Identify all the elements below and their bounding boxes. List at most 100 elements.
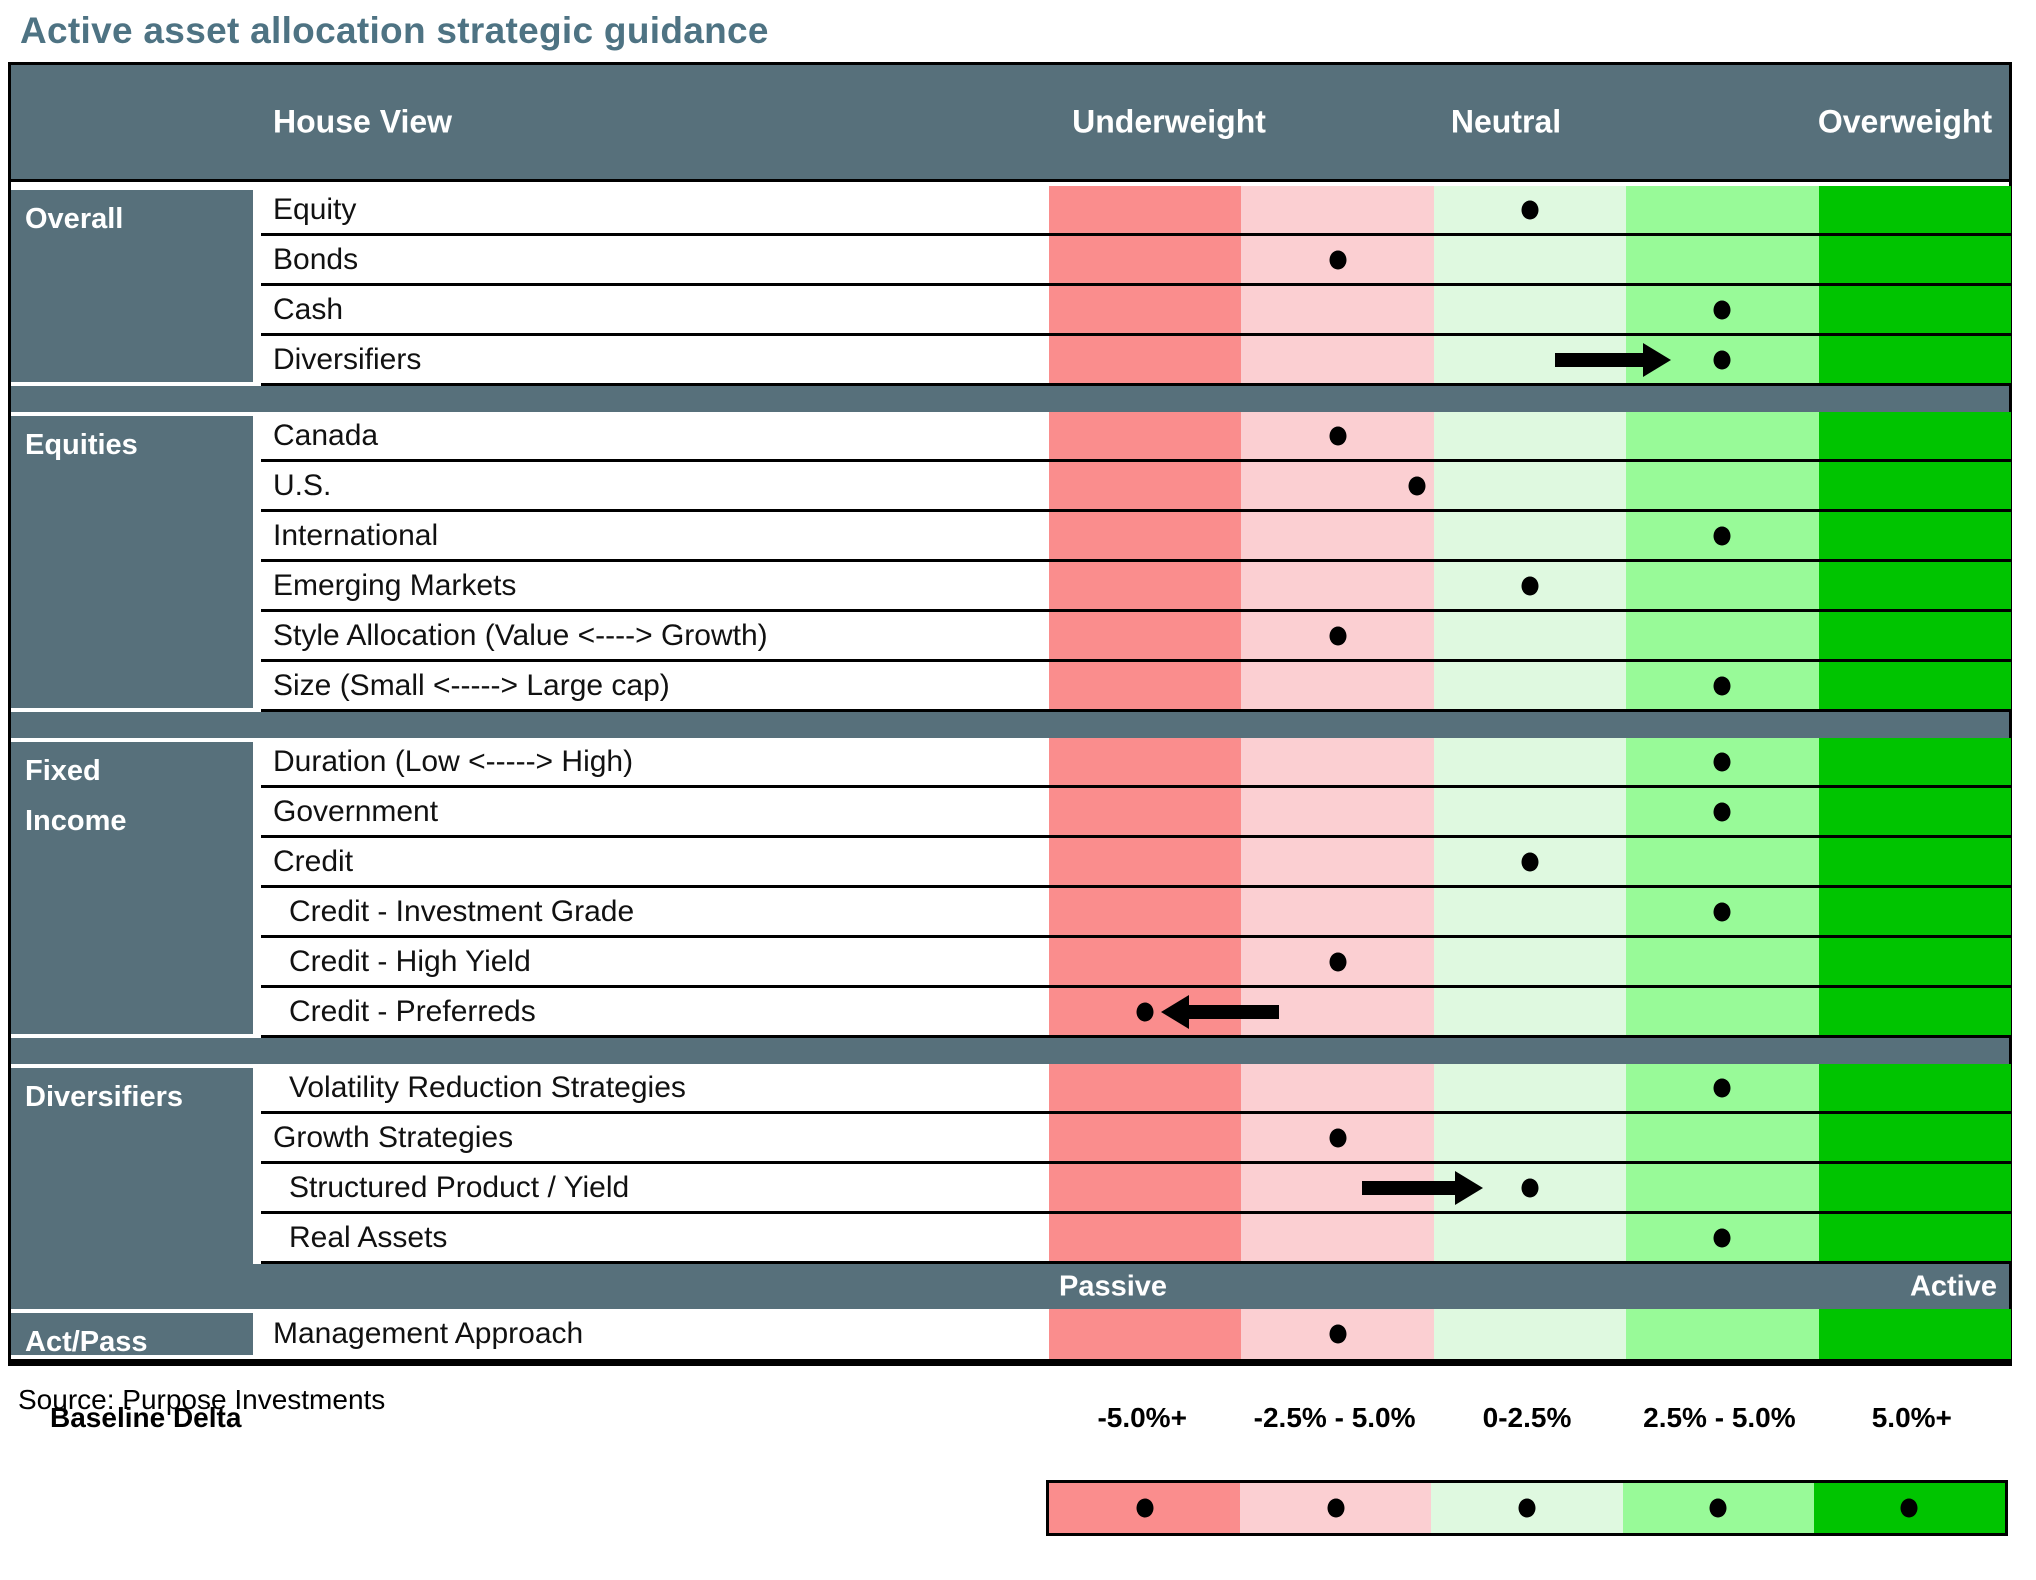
weight-band-scale [1049, 1164, 2012, 1211]
table-body: Overall Equity Bonds Cash Diversifiers Equiti… [11, 186, 2012, 1359]
table-row: Emerging Markets [261, 562, 2012, 612]
band-stripe-4 [1626, 236, 1819, 283]
band-stripe-5 [1818, 888, 2012, 935]
allocation-dot [1521, 852, 1539, 871]
band-stripe-5 [1818, 662, 2012, 709]
band-stripe-4 [1626, 462, 1819, 509]
band-stripe-4 [1626, 1164, 1819, 1211]
band-stripe-1 [1049, 738, 1242, 785]
group-label: Fixed Income [11, 742, 253, 1034]
table-row: Government [261, 788, 2012, 838]
band-stripe-2 [1241, 512, 1434, 559]
table-row: Management Approach [261, 1309, 2012, 1359]
table-row: Style Allocation (Value <----> Growth) [261, 612, 2012, 662]
band-stripe-4 [1626, 562, 1819, 609]
band-stripe-1 [1049, 512, 1242, 559]
row-label: Volatility Reduction Strategies [261, 1064, 1049, 1111]
band-stripe-3 [1433, 286, 1627, 333]
legend-cell [1622, 1483, 1814, 1533]
band-stripe-2 [1241, 562, 1434, 609]
band-stripe-1 [1049, 286, 1242, 333]
group-rows: Equity Bonds Cash Diversifiers [261, 186, 2012, 386]
group-label: Equities [11, 416, 253, 708]
row-label: Size (Small <-----> Large cap) [261, 662, 1049, 709]
legend-range-label: 0-2.5% [1482, 1402, 1572, 1433]
legend-cell [1431, 1483, 1623, 1533]
weight-band-scale [1049, 738, 2012, 785]
legend-title: Baseline Delta [50, 1402, 242, 1433]
table-row: Credit - Preferreds [261, 988, 2012, 1038]
band-stripe-3 [1433, 1114, 1627, 1161]
group-rows: Volatility Reduction Strategies Growth St… [261, 1064, 2012, 1264]
shift-arrow-right [1555, 342, 1672, 377]
band-stripe-1 [1049, 1064, 1242, 1111]
group-label-cell: Equities [11, 412, 261, 712]
allocation-dot [1408, 476, 1426, 495]
weight-band-scale [1049, 186, 2012, 233]
row-label: Credit - High Yield [261, 938, 1049, 985]
group-rows: Canada U.S. International Emerging Markets S… [261, 412, 2012, 712]
allocation-dot [1713, 676, 1731, 695]
weight-band-scale [1049, 236, 2012, 283]
group-block: Equities Canada U.S. International Emerging … [11, 412, 2012, 712]
group-label-cell: Overall [11, 186, 261, 386]
band-stripe-3 [1433, 412, 1627, 459]
header-house-view: House View [273, 103, 453, 140]
table-row: U.S. [261, 462, 2012, 512]
band-stripe-3 [1433, 888, 1627, 935]
legend-cell [1813, 1483, 2006, 1533]
band-stripe-1 [1049, 938, 1242, 985]
table-row: Credit - High Yield [261, 938, 2012, 988]
band-stripe-2 [1241, 286, 1434, 333]
table-row: Bonds [261, 236, 2012, 286]
band-stripe-5 [1818, 1064, 2012, 1111]
group-block: Overall Equity Bonds Cash Diversifiers [11, 186, 2012, 386]
active-label: Active [1909, 1270, 1997, 1302]
column-header-neutral: Neutral [1450, 103, 1562, 140]
weight-band-scale [1049, 1064, 2012, 1111]
allocation-dot [1713, 752, 1731, 771]
band-stripe-3 [1433, 1064, 1627, 1111]
band-stripe-3 [1433, 236, 1627, 283]
arrow-tail [1555, 352, 1644, 367]
allocation-dot [1329, 1324, 1347, 1344]
table-row: Structured Product / Yield [261, 1164, 2012, 1214]
table-row: Growth Strategies [261, 1114, 2012, 1164]
row-label: Equity [261, 186, 1049, 233]
allocation-dot [1713, 902, 1731, 921]
band-stripe-4 [1626, 186, 1819, 233]
band-stripe-3 [1433, 462, 1627, 509]
band-stripe-1 [1049, 336, 1242, 383]
band-stripe-4 [1626, 1309, 1819, 1359]
band-stripe-2 [1241, 662, 1434, 709]
table-row: Diversifiers [261, 336, 2012, 386]
weight-band-scale [1049, 512, 2012, 559]
allocation-table: House View Underweight Neutral Overweigh… [8, 62, 2012, 1366]
source-note: Source: Purpose Investments [18, 1384, 386, 1415]
row-label: Real Assets [261, 1214, 1049, 1261]
band-stripe-2 [1241, 186, 1434, 233]
shift-arrow-left [1160, 994, 1279, 1029]
band-stripe-5 [1818, 512, 2012, 559]
band-stripe-5 [1818, 562, 2012, 609]
band-stripe-2 [1241, 462, 1434, 509]
band-stripe-5 [1818, 788, 2012, 835]
table-row: Equity [261, 186, 2012, 236]
row-label: Bonds [261, 236, 1049, 283]
band-stripe-1 [1049, 662, 1242, 709]
table-row: Size (Small <-----> Large cap) [261, 662, 2012, 712]
legend-range-label: 5.0%+ [1871, 1402, 1952, 1433]
weight-band-scale [1049, 412, 2012, 459]
band-stripe-4 [1626, 938, 1819, 985]
table-row: Duration (Low <-----> High) [261, 738, 2012, 788]
arrow-tail [1361, 1180, 1455, 1195]
group-gap-band [11, 1038, 2009, 1064]
allocation-dot [1329, 626, 1347, 645]
arrow-head [1643, 342, 1672, 377]
allocation-dot [1521, 1178, 1539, 1197]
band-stripe-5 [1818, 1214, 2012, 1261]
table-row: Credit [261, 838, 2012, 888]
row-label: Structured Product / Yield [261, 1164, 1049, 1211]
weight-band-scale [1049, 1214, 2012, 1261]
